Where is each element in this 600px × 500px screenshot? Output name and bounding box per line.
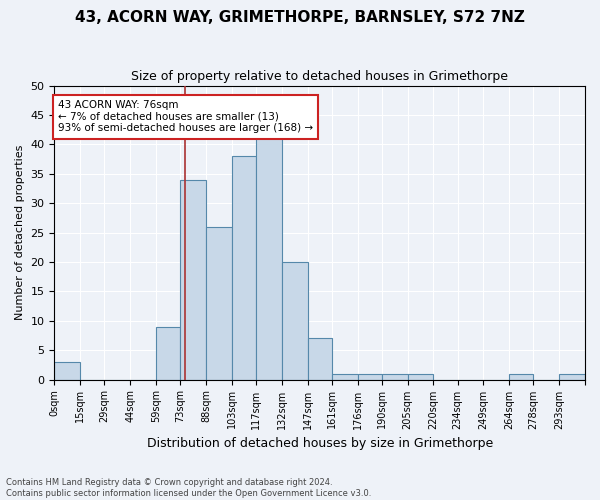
- Bar: [156, 326, 180, 380]
- Bar: [232, 156, 256, 380]
- Bar: [559, 374, 585, 380]
- Bar: [55, 362, 80, 380]
- X-axis label: Distribution of detached houses by size in Grimethorpe: Distribution of detached houses by size …: [146, 437, 493, 450]
- Y-axis label: Number of detached properties: Number of detached properties: [15, 145, 25, 320]
- Title: Size of property relative to detached houses in Grimethorpe: Size of property relative to detached ho…: [131, 70, 508, 83]
- Text: Contains HM Land Registry data © Crown copyright and database right 2024.
Contai: Contains HM Land Registry data © Crown c…: [6, 478, 371, 498]
- Bar: [382, 374, 407, 380]
- Bar: [308, 338, 332, 380]
- Bar: [407, 374, 433, 380]
- Bar: [206, 226, 232, 380]
- Bar: [332, 374, 358, 380]
- Text: 43, ACORN WAY, GRIMETHORPE, BARNSLEY, S72 7NZ: 43, ACORN WAY, GRIMETHORPE, BARNSLEY, S7…: [75, 10, 525, 25]
- Bar: [509, 374, 533, 380]
- Text: 43 ACORN WAY: 76sqm
← 7% of detached houses are smaller (13)
93% of semi-detache: 43 ACORN WAY: 76sqm ← 7% of detached hou…: [58, 100, 313, 134]
- Bar: [256, 138, 282, 380]
- Bar: [180, 180, 206, 380]
- Bar: [358, 374, 382, 380]
- Bar: [282, 262, 308, 380]
